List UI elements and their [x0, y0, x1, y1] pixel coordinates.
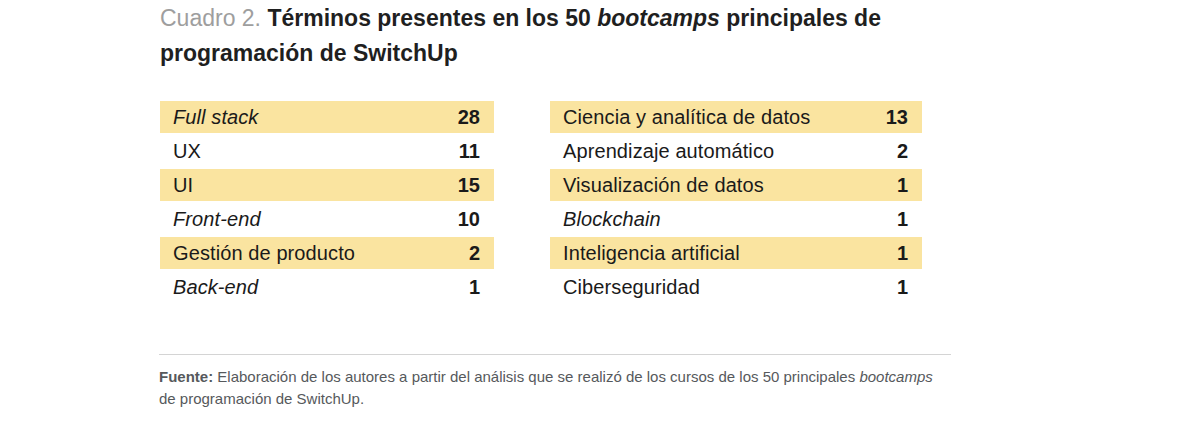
term-label: Back-end: [173, 276, 258, 299]
term-label: Inteligencia artificial: [563, 242, 740, 265]
term-count: 1: [469, 276, 480, 299]
title-line-1: Cuadro 2. Términos presentes en los 50 b…: [160, 1, 881, 36]
footer-divider: [159, 354, 951, 355]
term-label: Front-end: [173, 208, 261, 231]
table-row: Visualización de datos 1: [550, 169, 922, 201]
term-count: 1: [897, 242, 908, 265]
term-count: 10: [458, 208, 480, 231]
table-row: Back-end 1: [160, 271, 494, 303]
table-row: Blockchain 1: [550, 203, 922, 235]
table-row: UX 11: [160, 135, 494, 167]
source-note: Fuente: Elaboración de los autores a par…: [159, 366, 1059, 410]
term-label: Ciencia y analítica de datos: [563, 106, 810, 129]
term-count: 1: [897, 276, 908, 299]
term-count: 1: [897, 174, 908, 197]
source-line-1: Fuente: Elaboración de los autores a par…: [159, 366, 1059, 388]
table-number-label: Cuadro 2.: [160, 5, 267, 31]
source-text: Elaboración de los autores a partir del …: [213, 368, 859, 385]
table-row: Full stack 28: [160, 101, 494, 133]
table-row: Gestión de producto 2: [160, 237, 494, 269]
term-label: Ciberseguridad: [563, 276, 700, 299]
table-row: UI 15: [160, 169, 494, 201]
title-line-2: programación de SwitchUp: [160, 36, 881, 71]
table-row: Front-end 10: [160, 203, 494, 235]
term-label: Visualización de datos: [563, 174, 764, 197]
table-row: Ciencia y analítica de datos 13: [550, 101, 922, 133]
term-label: Aprendizaje automático: [563, 140, 774, 163]
term-label: UI: [173, 174, 193, 197]
term-label: Full stack: [173, 106, 258, 129]
source-label: Fuente:: [159, 368, 213, 385]
table-row: Ciberseguridad 1: [550, 271, 922, 303]
term-count: 13: [886, 106, 908, 129]
table-row: Inteligencia artificial 1: [550, 237, 922, 269]
title-text-a: Términos presentes en los 50: [267, 5, 597, 31]
term-count: 1: [897, 208, 908, 231]
term-count: 2: [469, 242, 480, 265]
term-count: 15: [458, 174, 480, 197]
title-italic-word: bootcamps: [597, 5, 720, 31]
term-count: 2: [897, 140, 908, 163]
term-table-left: Full stack 28 UX 11 UI 15 Front-end 10 G…: [160, 101, 494, 305]
term-label: Gestión de producto: [173, 242, 355, 265]
source-italic-word: bootcamps: [859, 368, 932, 385]
source-line-2: de programación de SwitchUp.: [159, 388, 1059, 410]
term-table-right: Ciencia y analítica de datos 13 Aprendiz…: [550, 101, 922, 305]
title-text-b: principales de: [720, 5, 881, 31]
term-count: 11: [459, 140, 480, 163]
term-label: Blockchain: [563, 208, 661, 231]
term-label: UX: [173, 140, 201, 163]
table-row: Aprendizaje automático 2: [550, 135, 922, 167]
table-title: Cuadro 2. Términos presentes en los 50 b…: [160, 1, 881, 71]
term-count: 28: [458, 106, 480, 129]
